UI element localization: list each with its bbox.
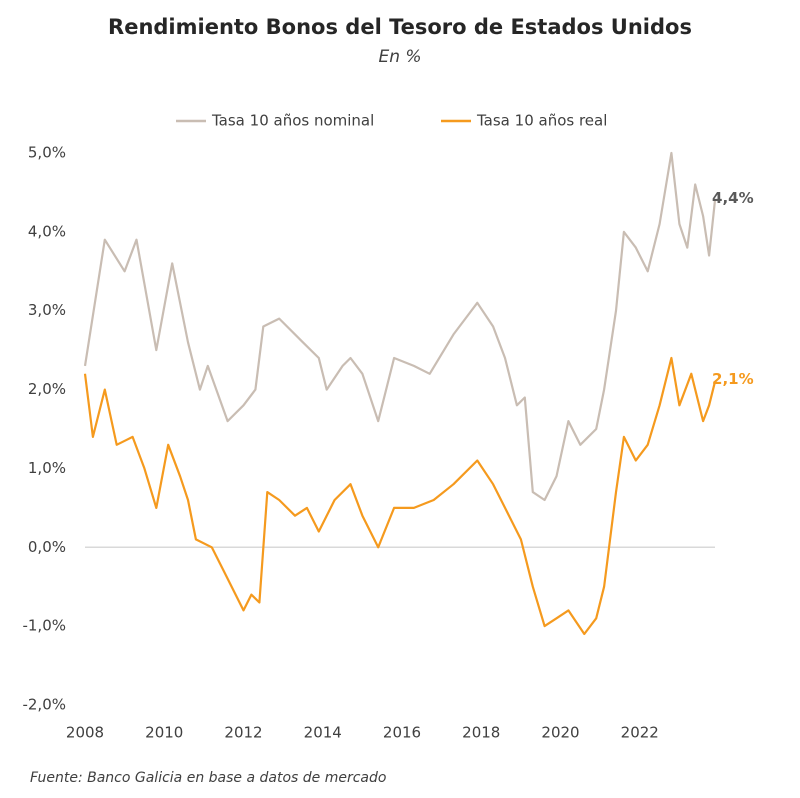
y-tick-label: 2,0% bbox=[28, 380, 66, 398]
end-label: 4,4% bbox=[712, 189, 754, 207]
x-tick-label: 2008 bbox=[66, 724, 104, 742]
y-tick-label: -1,0% bbox=[22, 617, 66, 635]
series-line bbox=[83, 356, 717, 636]
x-tick-label: 2014 bbox=[304, 724, 342, 742]
x-tick-label: 2016 bbox=[383, 724, 421, 742]
y-tick-label: 5,0% bbox=[28, 144, 66, 162]
end-label: 2,1% bbox=[712, 370, 754, 388]
source-note: Fuente: Banco Galicia en base a datos de… bbox=[30, 770, 386, 786]
x-tick-label: 2022 bbox=[621, 724, 659, 742]
x-tick-label: 2010 bbox=[145, 724, 183, 742]
y-tick-label: 4,0% bbox=[28, 222, 66, 240]
x-tick-label: 2020 bbox=[541, 724, 579, 742]
legend-label: Tasa 10 años nominal bbox=[211, 112, 374, 130]
y-tick-label: 1,0% bbox=[28, 459, 66, 477]
y-tick-label: -2,0% bbox=[22, 696, 66, 714]
y-tick-label: 3,0% bbox=[28, 301, 66, 319]
chart-subtitle: En % bbox=[378, 47, 421, 67]
chart-title: Rendimiento Bonos del Tesoro de Estados … bbox=[108, 15, 692, 39]
y-tick-label: 0,0% bbox=[28, 538, 66, 556]
series-line bbox=[83, 151, 717, 502]
x-tick-label: 2012 bbox=[224, 724, 262, 742]
x-tick-label: 2018 bbox=[462, 724, 500, 742]
legend-label: Tasa 10 años real bbox=[476, 112, 607, 130]
